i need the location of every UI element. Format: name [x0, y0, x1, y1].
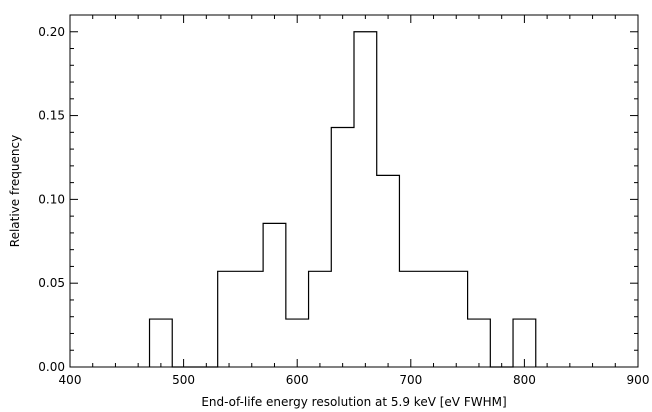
y-tick-label: 0.00: [38, 360, 65, 374]
x-tick-label: 400: [59, 373, 82, 387]
y-tick-label: 0.20: [38, 25, 65, 39]
y-axis-label: Relative frequency: [8, 135, 22, 247]
x-tick-label: 700: [399, 373, 422, 387]
x-tick-label: 600: [286, 373, 309, 387]
x-axis: 400 500 600 700 800 900: [59, 15, 650, 387]
plot-frame: [69, 14, 639, 368]
histogram-series-line: [148, 31, 537, 368]
y-tick-label: 0.10: [38, 192, 65, 206]
x-tick-label: 800: [513, 373, 536, 387]
y-tick-label: 0.15: [38, 109, 65, 123]
y-tick-label: 0.05: [38, 276, 65, 290]
y-axis: 0.00 0.05 0.10 0.15 0.20: [38, 14, 638, 374]
x-tick-label: 500: [172, 373, 195, 387]
x-tick-label: 900: [627, 373, 650, 387]
x-axis-label: End-of-life energy resolution at 5.9 keV…: [201, 395, 506, 409]
